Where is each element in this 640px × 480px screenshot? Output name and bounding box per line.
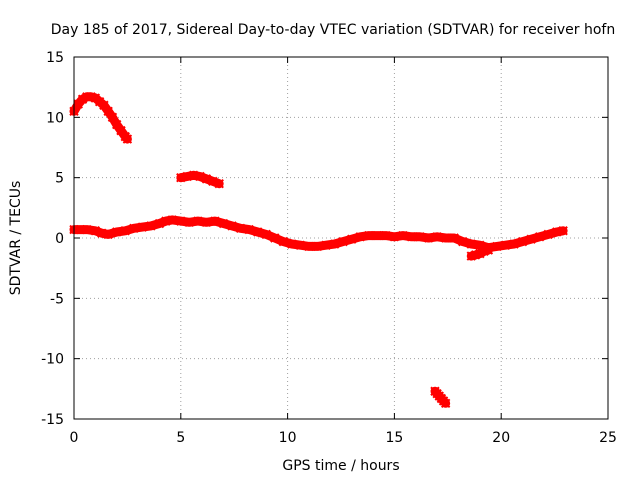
y-axis-label: SDTVAR / TECUs bbox=[8, 181, 24, 296]
data-point bbox=[440, 398, 451, 409]
data-point bbox=[492, 241, 502, 252]
data-point bbox=[389, 232, 400, 242]
data-point bbox=[103, 106, 113, 117]
data-point bbox=[218, 218, 229, 229]
data-point bbox=[112, 119, 122, 130]
data-point bbox=[122, 134, 133, 144]
y-tick-label: -10 bbox=[41, 352, 64, 368]
data-point bbox=[355, 232, 365, 242]
data-point bbox=[201, 217, 212, 228]
data-point bbox=[90, 226, 101, 236]
data-point bbox=[329, 239, 340, 249]
data-point bbox=[500, 240, 511, 250]
x-tick-label: 5 bbox=[176, 430, 185, 446]
ticks-layer: 0 5 10 15 20 25 -15 -10 -5 0 5 10 15 bbox=[41, 50, 617, 446]
x-tick-label: 0 bbox=[70, 430, 79, 446]
data-point bbox=[381, 230, 391, 241]
data-point bbox=[112, 227, 122, 237]
data-point bbox=[321, 240, 331, 250]
data-point bbox=[558, 226, 568, 236]
chart-title: Day 185 of 2017, Sidereal Day-to-day VTE… bbox=[51, 22, 615, 38]
x-tick-label: 20 bbox=[492, 430, 510, 446]
data-point bbox=[214, 178, 224, 189]
data-point bbox=[195, 171, 205, 182]
data-point bbox=[466, 239, 477, 249]
data-point bbox=[154, 218, 165, 229]
data-point bbox=[261, 229, 271, 240]
y-tick-label: -15 bbox=[41, 412, 64, 428]
data-point bbox=[449, 233, 459, 243]
data-point bbox=[107, 112, 118, 123]
data-point bbox=[201, 174, 212, 184]
data-point bbox=[423, 233, 434, 243]
data-point bbox=[235, 223, 246, 234]
data-point bbox=[120, 226, 130, 236]
series-early-high bbox=[69, 92, 133, 144]
y-tick-label: 5 bbox=[55, 171, 64, 187]
x-tick-label: 25 bbox=[599, 430, 617, 446]
y-tick-label: 10 bbox=[46, 110, 64, 126]
x-tick-label: 10 bbox=[279, 430, 297, 446]
data-point bbox=[534, 232, 545, 242]
y-tick-label: 15 bbox=[46, 50, 64, 66]
data-point bbox=[252, 227, 263, 237]
x-tick-label: 15 bbox=[385, 430, 403, 446]
data-point bbox=[304, 241, 314, 252]
data-point bbox=[193, 216, 203, 226]
y-tick-label: 0 bbox=[55, 231, 64, 247]
y-tick-label: -5 bbox=[50, 291, 64, 307]
data-point bbox=[483, 245, 494, 255]
data-point bbox=[103, 229, 113, 240]
data-point bbox=[458, 236, 468, 247]
data-point bbox=[244, 224, 254, 235]
series-secondary-branch bbox=[466, 245, 494, 261]
data-point bbox=[116, 125, 126, 136]
data-point bbox=[295, 240, 306, 250]
data-point bbox=[517, 236, 528, 247]
data-point bbox=[278, 236, 289, 247]
data-point bbox=[287, 239, 297, 249]
data-point bbox=[509, 239, 519, 249]
data-point bbox=[312, 241, 323, 252]
data-point bbox=[210, 216, 220, 226]
data-point bbox=[227, 221, 237, 231]
series-band bbox=[69, 215, 568, 253]
data-point bbox=[129, 223, 139, 234]
data-point bbox=[184, 217, 195, 228]
data-point bbox=[543, 229, 553, 240]
series-main bbox=[69, 215, 568, 253]
data-point bbox=[146, 221, 156, 231]
data-point bbox=[346, 234, 357, 244]
data-point bbox=[440, 233, 451, 243]
data-point bbox=[338, 236, 348, 247]
data-point bbox=[432, 232, 442, 242]
series-mid-segment bbox=[176, 170, 224, 189]
data-point bbox=[415, 232, 425, 242]
points-layer bbox=[69, 92, 568, 409]
data-point bbox=[176, 216, 186, 226]
data-point bbox=[99, 100, 109, 110]
data-point bbox=[270, 233, 280, 243]
data-point bbox=[364, 230, 374, 241]
data-point bbox=[137, 222, 148, 232]
data-point bbox=[406, 232, 417, 242]
data-point bbox=[167, 215, 177, 225]
data-point bbox=[372, 230, 383, 241]
data-point bbox=[398, 230, 408, 241]
data-point bbox=[208, 176, 218, 186]
data-point bbox=[82, 224, 92, 235]
data-point bbox=[526, 234, 536, 244]
x-axis-label: GPS time / hours bbox=[282, 458, 399, 474]
series-low-segment bbox=[430, 386, 451, 409]
